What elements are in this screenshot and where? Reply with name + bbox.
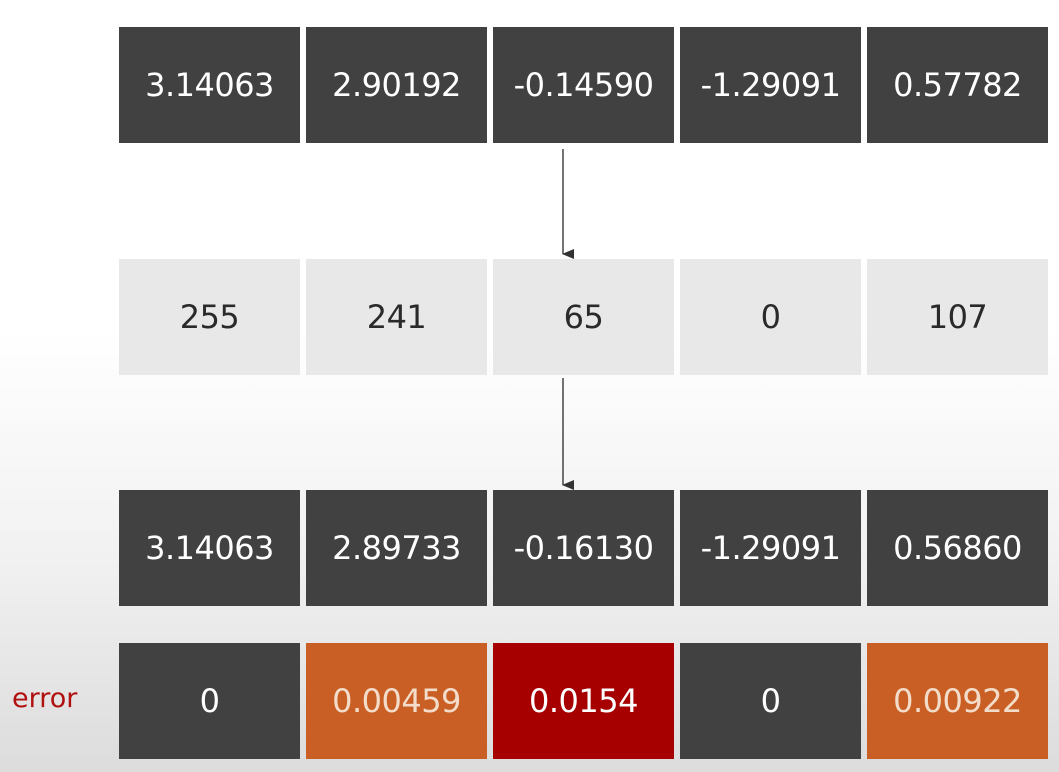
error-value-cell: 0 [680,643,861,759]
original-values-row: 3.14063 2.90192 -0.14590 -1.29091 0.5778… [119,27,1048,143]
error-value-cell: 0.00459 [306,643,487,759]
dequantized-values-row: 3.14063 2.89733 -0.16130 -1.29091 0.5686… [119,490,1048,606]
original-value-cell: 2.90192 [306,27,487,143]
error-value-cell: 0 [119,643,300,759]
error-value-cell: 0.00922 [867,643,1048,759]
original-value-cell: -0.14590 [493,27,674,143]
quantized-value-cell: 0 [680,259,861,375]
error-row-label: error [12,683,78,714]
quantized-value-cell: 107 [867,259,1048,375]
dequantized-value-cell: 3.14063 [119,490,300,606]
error-values-row: 0 0.00459 0.0154 0 0.00922 [119,643,1048,759]
quantized-value-cell: 65 [493,259,674,375]
dequantized-value-cell: -0.16130 [493,490,674,606]
quantized-value-cell: 241 [306,259,487,375]
original-value-cell: -1.29091 [680,27,861,143]
original-value-cell: 3.14063 [119,27,300,143]
dequantized-value-cell: 2.89733 [306,490,487,606]
dequantized-value-cell: 0.56860 [867,490,1048,606]
quantized-value-cell: 255 [119,259,300,375]
error-value-cell: 0.0154 [493,643,674,759]
quantized-values-row: 255 241 65 0 107 [119,259,1048,375]
original-value-cell: 0.57782 [867,27,1048,143]
dequantized-value-cell: -1.29091 [680,490,861,606]
